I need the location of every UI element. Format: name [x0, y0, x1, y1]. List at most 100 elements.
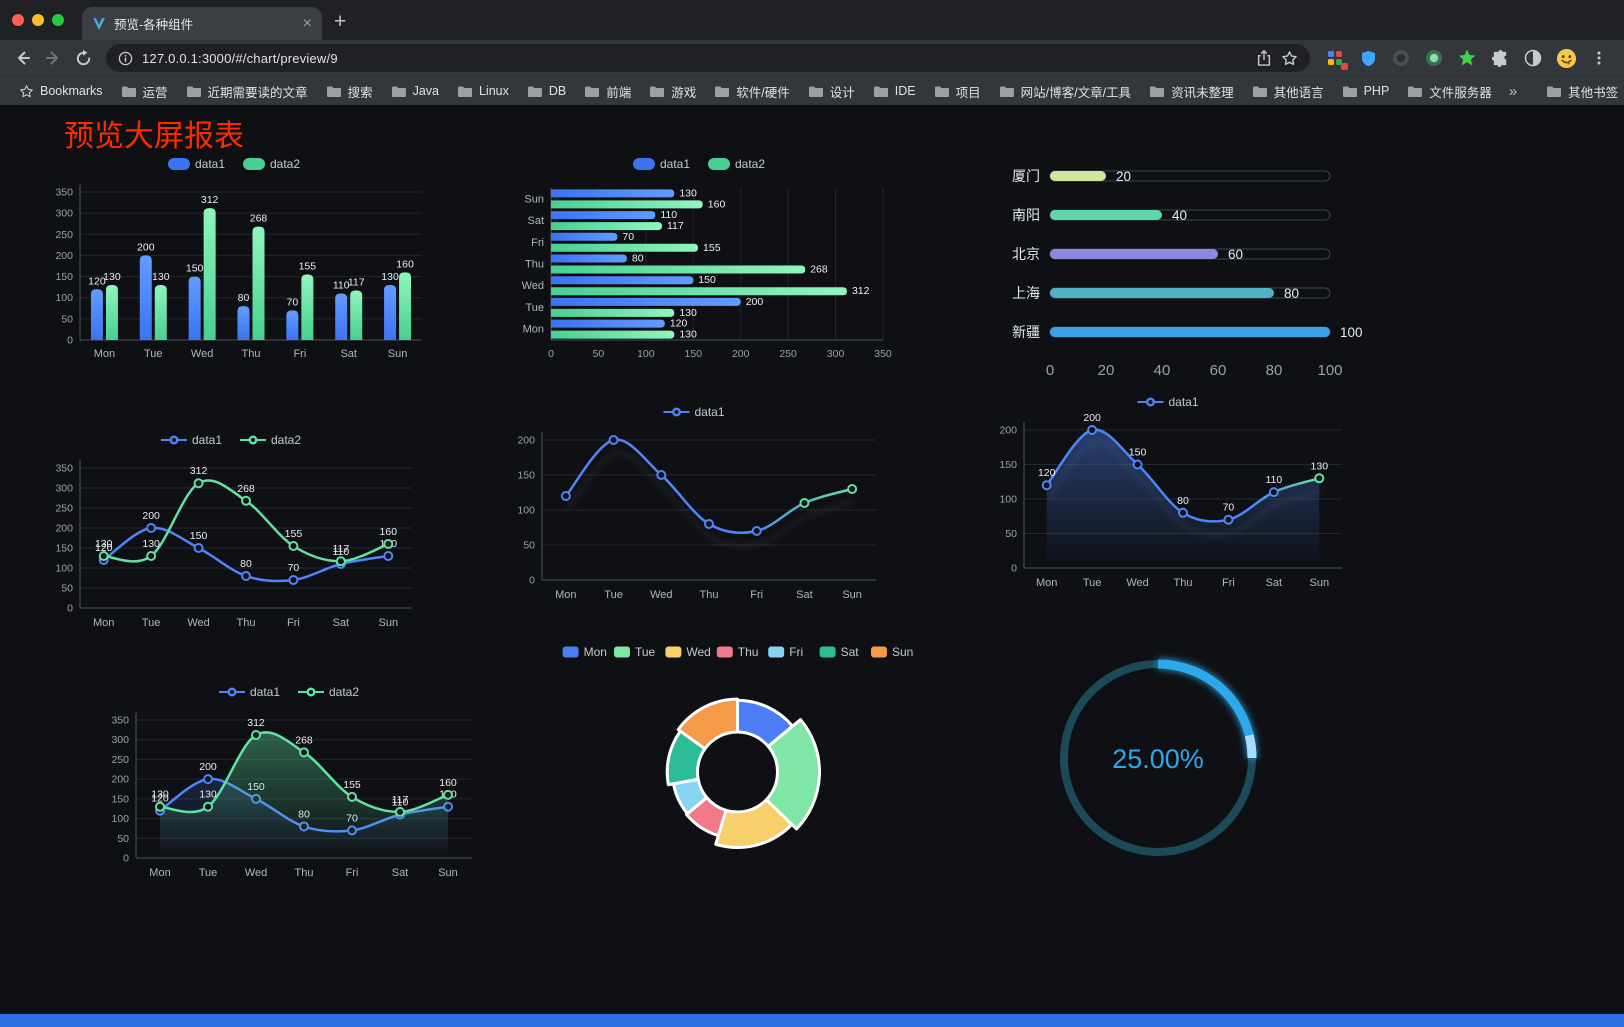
chart-progress-ring[interactable]: 25.00%	[1038, 642, 1278, 870]
bookmark-folder[interactable]: 项目	[925, 77, 990, 105]
macos-traffic-lights	[0, 14, 76, 40]
chart-rose-pie[interactable]: Mon Tue Wed Thu Fri Sat Sun	[550, 636, 925, 871]
share-icon[interactable]	[1256, 49, 1272, 67]
bookmark-folder[interactable]: DB	[518, 77, 575, 105]
bookmark-folder[interactable]: 游戏	[640, 77, 705, 105]
new-tab-button[interactable]: +	[334, 10, 347, 33]
bookmark-folder[interactable]: Linux	[448, 77, 518, 105]
chart-line-area[interactable]: data1 0 50 100 150 200 Mon Tue Wed Thu Fri Sat Sun 12…	[984, 386, 1356, 598]
folder-icon	[1252, 86, 1267, 97]
svg-text:150: 150	[190, 530, 208, 542]
legend-item[interactable]: Thu	[716, 645, 759, 659]
svg-text:150: 150	[1129, 447, 1147, 459]
close-window-button[interactable]	[12, 14, 24, 26]
chart-capsule-bars[interactable]: 厦门 20 南阳 40 北京 60 上海 80 新疆 100 0 20 40 60 80 100	[998, 152, 1370, 387]
tab-close-icon[interactable]: ×	[302, 14, 312, 32]
bookmark-folder-label: 其他语言	[1273, 85, 1324, 100]
dark-circle-extension-icon[interactable]	[1390, 47, 1412, 69]
legend-item[interactable]: data1	[633, 157, 690, 171]
legend-item[interactable]: data1	[1137, 395, 1199, 409]
bookmark-folder[interactable]: 前端	[575, 77, 640, 105]
svg-text:80: 80	[238, 292, 250, 304]
back-icon[interactable]	[8, 44, 38, 72]
bookmark-folder[interactable]: 搜索	[317, 77, 382, 105]
svg-text:130: 130	[151, 789, 169, 801]
legend-item[interactable]: data1	[663, 405, 725, 419]
legend-item[interactable]: Fri	[768, 645, 803, 659]
dashboard-preview-page: 预览大屏报表 data1 data2 0 50 100 150 200 250 300 350 Mo…	[0, 105, 1624, 1027]
menu-kebab-icon[interactable]	[1588, 47, 1610, 69]
browser-tab[interactable]: 预览-各种组件 ×	[82, 7, 322, 40]
bookmark-folder[interactable]: 近期需要读的文章	[177, 77, 317, 105]
tab-title: 预览-各种组件	[114, 18, 194, 32]
bookmark-folder-label: 项目	[955, 85, 981, 100]
forward-icon[interactable]	[38, 44, 68, 72]
theme-toggle-icon[interactable]	[1522, 47, 1544, 69]
chart-horizontal-bar[interactable]: data1 data2 0 50 100 150 200 250 300 350 Mon Tue Wed…	[505, 148, 897, 368]
bookmark-folder[interactable]: 软件/硬件	[705, 77, 798, 105]
legend-item[interactable]: data2	[243, 157, 300, 171]
shield-extension-icon[interactable]	[1357, 47, 1379, 69]
svg-text:0: 0	[67, 335, 73, 347]
maximize-window-button[interactable]	[52, 14, 64, 26]
svg-text:117: 117	[392, 794, 409, 806]
chart-grouped-bar[interactable]: data1 data2 0 50 100 150 200 250 300 350 Mon Tue Wed…	[40, 148, 432, 366]
bookmark-folder[interactable]: 设计	[799, 77, 864, 105]
extension-badge	[1341, 63, 1348, 70]
legend-item[interactable]: data2	[240, 433, 301, 447]
bookmarks-bar: Bookmarks 运营 近期需要读的文章 搜索 Java Linux DB 前端 游戏 软件/…	[0, 76, 1624, 105]
minimize-window-button[interactable]	[32, 14, 44, 26]
legend-item[interactable]: data2	[298, 685, 359, 699]
svg-text:data1: data1	[192, 433, 222, 447]
bookmark-folder[interactable]: 资讯未整理	[1140, 77, 1243, 105]
bookmark-star-icon[interactable]	[1281, 50, 1298, 67]
bookmark-folder[interactable]: IDE	[864, 77, 925, 105]
svg-text:100: 100	[517, 505, 535, 517]
svg-text:Thu: Thu	[700, 589, 719, 601]
legend-item[interactable]: Tue	[614, 645, 656, 659]
puzzle-extensions-icon[interactable]	[1489, 47, 1511, 69]
page-info-icon[interactable]	[118, 51, 133, 66]
svg-text:250: 250	[779, 348, 797, 360]
bookmark-folder[interactable]: 运营	[112, 77, 177, 105]
svg-text:data1: data1	[1169, 395, 1199, 409]
url-text[interactable]: 127.0.0.1:3000/#/chart/preview/9	[142, 50, 338, 66]
legend-item[interactable]: Wed	[665, 645, 711, 659]
svg-text:150: 150	[55, 543, 73, 555]
svg-text:80: 80	[240, 558, 252, 570]
svg-text:130: 130	[199, 789, 217, 801]
tab-favicon	[93, 17, 105, 30]
bookmarks-overflow-icon[interactable]: »	[1508, 82, 1518, 100]
legend-item[interactable]: data1	[168, 157, 225, 171]
chart-line-gradient[interactable]: data1 0 50 100 150 200 Mon Tue Wed Thu Fri Sat Sun	[502, 396, 890, 610]
svg-text:350: 350	[874, 348, 892, 360]
svg-text:200: 200	[137, 241, 155, 253]
svg-text:40: 40	[1154, 362, 1171, 379]
bookmark-folder[interactable]: 其他语言	[1243, 77, 1333, 105]
green-star-extension-icon[interactable]	[1456, 47, 1478, 69]
svg-text:Thu: Thu	[738, 645, 759, 659]
bookmark-folder[interactable]: Java	[382, 77, 448, 105]
legend-item[interactable]: data2	[708, 157, 765, 171]
legend-item[interactable]: Sat	[819, 645, 860, 659]
address-bar[interactable]: 127.0.0.1:3000/#/chart/preview/9	[106, 44, 1310, 72]
folder-icon	[1150, 86, 1165, 97]
bookmark-folder[interactable]: PHP	[1333, 77, 1399, 105]
bookmark-folder[interactable]: 文件服务器	[1398, 77, 1501, 105]
bookmarks-manager-item[interactable]: Bookmarks	[10, 77, 112, 105]
legend-item[interactable]: data1	[161, 433, 222, 447]
reload-icon[interactable]	[68, 44, 98, 72]
proxy-circle-extension-icon[interactable]	[1423, 47, 1445, 69]
svg-text:200: 200	[111, 774, 129, 786]
chart-line-two-series[interactable]: data1 data2 0 50 100 150 200 250 300 350 Mon Tue Wed…	[40, 424, 426, 638]
legend-item[interactable]: data1	[219, 685, 280, 699]
other-bookmarks-folder[interactable]: 其他书签	[1537, 77, 1624, 105]
bookmark-folder-label: 软件/硬件	[736, 85, 790, 100]
chart-line-two-series-area[interactable]: data1 data2 0 50 100 150 200 250 300 350 Mon Tue Wed…	[96, 676, 486, 888]
svg-text:110: 110	[392, 797, 409, 809]
legend-item[interactable]: Sun	[871, 645, 913, 659]
profile-avatar[interactable]	[1555, 47, 1577, 69]
bookmark-folder[interactable]: 网站/博客/文章/工具	[990, 77, 1140, 105]
extension-grid-icon[interactable]	[1324, 47, 1348, 70]
legend-item[interactable]: Mon	[562, 645, 607, 659]
